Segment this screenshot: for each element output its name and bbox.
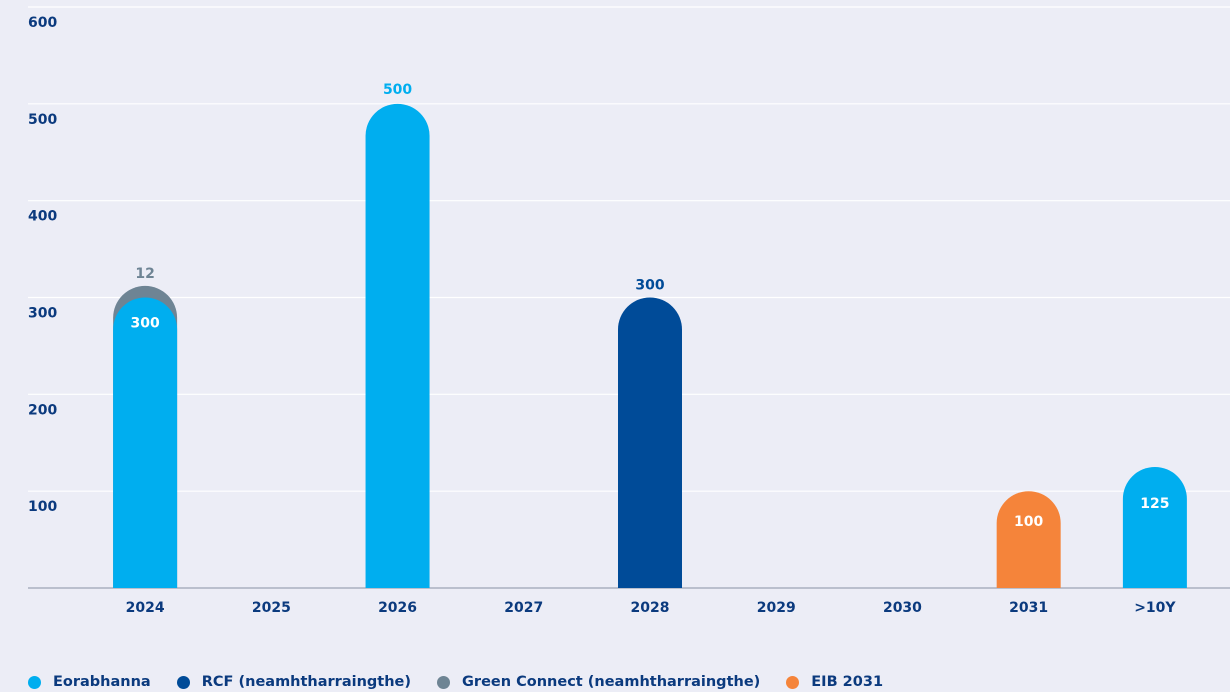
data-label: 300 bbox=[635, 278, 664, 294]
bar-eorabhanna bbox=[365, 103, 430, 589]
legend: Eorabhanna RCF (neamhtharraingthe) Green C… bbox=[28, 672, 909, 692]
data-label: 500 bbox=[383, 82, 412, 98]
y-tick-label: 100 bbox=[28, 499, 57, 515]
legend-item: Green Connect (neamhtharraingthe) bbox=[437, 674, 760, 690]
x-tick-label: 2029 bbox=[757, 600, 796, 616]
x-tick-label: 2024 bbox=[126, 600, 165, 616]
legend-label: Green Connect (neamhtharraingthe) bbox=[462, 674, 761, 690]
x-tick-label: 2026 bbox=[378, 600, 417, 616]
x-tick-label: 2030 bbox=[883, 600, 922, 616]
bar-eorabhanna bbox=[1122, 466, 1187, 588]
legend-item: RCF (neamhtharraingthe) bbox=[176, 674, 412, 690]
y-tick-label: 300 bbox=[28, 306, 57, 322]
y-tick-label: 400 bbox=[28, 209, 57, 225]
data-label: 125 bbox=[1140, 496, 1169, 512]
x-tick-label: 2031 bbox=[1009, 600, 1048, 616]
y-tick-label: 600 bbox=[28, 15, 57, 31]
legend-label: EIB 2031 bbox=[811, 674, 884, 690]
x-tick-label: 2025 bbox=[252, 600, 291, 616]
bar-eib bbox=[996, 491, 1061, 588]
legend-dot-icon bbox=[176, 675, 190, 689]
legend-item: EIB 2031 bbox=[786, 674, 883, 690]
x-tick-label: >10Y bbox=[1134, 600, 1176, 616]
bar-eorabhanna bbox=[113, 297, 178, 588]
y-tick-label: 200 bbox=[28, 402, 57, 418]
x-tick-label: 2027 bbox=[504, 600, 543, 616]
data-label: 100 bbox=[1014, 514, 1043, 530]
x-tick-label: 2028 bbox=[631, 600, 670, 616]
data-label: 300 bbox=[130, 316, 159, 332]
y-tick-label: 500 bbox=[28, 112, 57, 128]
legend-dot-icon bbox=[437, 675, 451, 689]
legend-dot-icon bbox=[28, 675, 41, 689]
data-label: 12 bbox=[135, 266, 154, 282]
legend-dot-icon bbox=[786, 675, 800, 689]
legend-item: Eorabhanna bbox=[28, 674, 151, 690]
legend-label: RCF (neamhtharraingthe) bbox=[201, 674, 412, 690]
bar-rcf bbox=[618, 297, 682, 588]
legend-label: Eorabhanna bbox=[53, 674, 151, 690]
